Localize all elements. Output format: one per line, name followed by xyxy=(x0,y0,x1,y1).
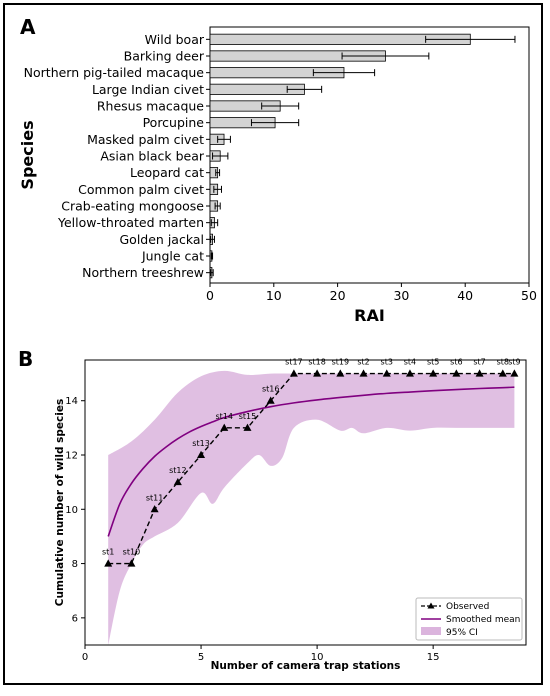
station-label: st3 xyxy=(381,358,393,367)
y-tick-label: 10 xyxy=(65,505,78,516)
plot-area-b xyxy=(84,359,527,646)
legend-ci-label: 95% CI xyxy=(446,628,478,638)
category-label: Rhesus macaque xyxy=(97,99,204,114)
station-label: st8 xyxy=(497,358,509,367)
observed-marker xyxy=(220,423,229,431)
observed-marker xyxy=(382,369,391,377)
station-label: st5 xyxy=(427,358,439,367)
observed-marker xyxy=(429,369,438,377)
panel-b-letter: B xyxy=(18,347,34,371)
y-axis-label: Species xyxy=(18,120,37,189)
observed-marker xyxy=(336,369,345,377)
x-tick-label: 5 xyxy=(198,652,204,663)
observed-marker xyxy=(289,369,298,377)
category-label: Wild boar xyxy=(145,32,205,47)
category-label: Northern pig-tailed macaque xyxy=(24,65,205,80)
station-label: st4 xyxy=(404,358,416,367)
category-label: Common palm civet xyxy=(78,182,204,197)
category-label: Leopard cat xyxy=(130,165,204,180)
x-tick-label: 50 xyxy=(521,288,537,303)
ci-band xyxy=(108,370,515,645)
x-tick-label: 0 xyxy=(82,652,88,663)
panel-a: Wild boar Barking deer Northern pig-tailed… xyxy=(0,0,550,340)
legend-observed-label: Observed xyxy=(446,602,489,612)
x-axis-label: Number of camera trap stations xyxy=(211,660,401,672)
legend: Observed Smoothed mean 95% CI xyxy=(415,597,523,641)
category-label: Crab-eating mongoose xyxy=(61,199,204,214)
x-axis-label: RAI xyxy=(354,306,385,325)
category-label: Large Indian civet xyxy=(92,82,204,97)
x-tick-label: 10 xyxy=(266,288,282,303)
station-label: st19 xyxy=(332,358,349,367)
station-label: st6 xyxy=(450,358,462,367)
station-label: st18 xyxy=(308,358,325,367)
station-label: st10 xyxy=(123,548,140,557)
station-label: st17 xyxy=(285,358,302,367)
category-label: Jungle cat xyxy=(141,249,204,264)
observed-marker xyxy=(452,369,461,377)
x-tick-label: 30 xyxy=(393,288,409,303)
y-axis-label: Cumulative number of wild species xyxy=(54,399,66,606)
station-label: st1 xyxy=(102,548,114,557)
station-label: st11 xyxy=(146,493,163,502)
x-tick-label: 0 xyxy=(206,288,214,303)
observed-marker xyxy=(405,369,414,377)
category-label: Yellow-throated marten xyxy=(57,215,204,230)
observed-marker xyxy=(510,369,519,377)
station-label: st7 xyxy=(473,358,485,367)
station-label: st15 xyxy=(239,412,256,421)
x-tick-label: 40 xyxy=(457,288,473,303)
category-label: Porcupine xyxy=(143,115,205,130)
species-accumulation-chart: st1 st10 st11 st12 st13 st14 st15 st16 st17 st18 s… xyxy=(54,358,527,672)
figure-frame xyxy=(3,3,543,685)
observed-marker xyxy=(104,559,113,567)
y-tick-label: 6 xyxy=(72,613,78,624)
legend-observed-marker xyxy=(427,602,435,609)
panel-a-letter: A xyxy=(20,15,36,39)
observed-marker xyxy=(498,369,507,377)
x-tick-label: 15 xyxy=(427,652,440,663)
smoothed-mean-line xyxy=(107,386,515,537)
y-tick-label: 12 xyxy=(65,451,78,462)
panel-b: st1 st10 st11 st12 st13 st14 st15 st16 st17 st18 s… xyxy=(0,340,550,692)
category-label: Golden jackal xyxy=(120,232,205,247)
observed-marker xyxy=(475,369,484,377)
plot-area-a xyxy=(209,26,530,284)
category-label: Northern treeshrew xyxy=(82,265,204,280)
observed-marker xyxy=(243,423,252,431)
x-tick-label: 20 xyxy=(330,288,346,303)
observed-marker xyxy=(173,477,182,486)
station-label: st16 xyxy=(262,385,279,394)
category-label: Asian black bear xyxy=(100,149,205,164)
station-label: st12 xyxy=(169,466,186,475)
station-label: st2 xyxy=(357,358,369,367)
observed-marker xyxy=(127,559,136,567)
station-label: st14 xyxy=(216,412,233,421)
y-tick-label: 14 xyxy=(65,396,78,407)
observed-marker xyxy=(150,505,159,513)
category-label: Masked palm civet xyxy=(87,132,204,147)
category-label: Barking deer xyxy=(124,49,205,64)
y-tick-label: 8 xyxy=(72,559,78,570)
station-label: st13 xyxy=(192,439,209,448)
observed-marker xyxy=(313,369,322,377)
legend-smoothed-label: Smoothed mean xyxy=(446,615,520,625)
legend-box xyxy=(415,597,523,641)
x-tick-label: 10 xyxy=(311,652,324,663)
legend-ci-swatch xyxy=(421,627,441,635)
observed-marker xyxy=(197,450,206,458)
observed-marker xyxy=(359,369,368,377)
station-label: st9 xyxy=(508,358,520,367)
observed-marker xyxy=(266,396,275,404)
